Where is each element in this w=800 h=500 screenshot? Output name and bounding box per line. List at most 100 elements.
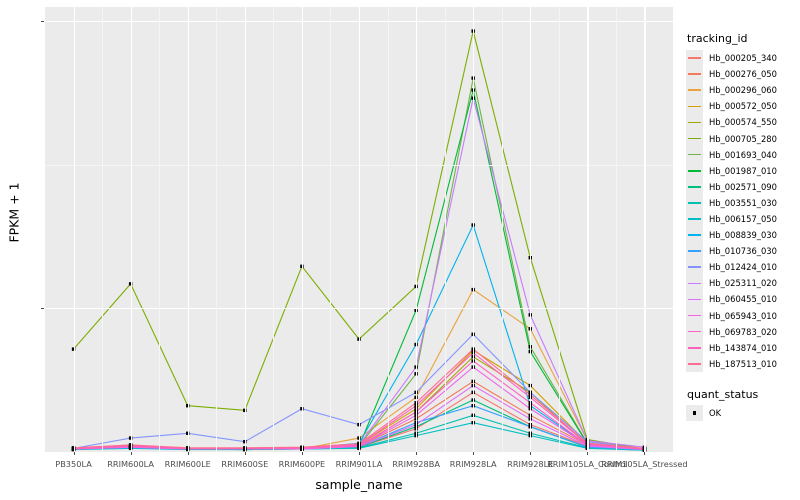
legend-title-quant-status: quant_status	[687, 387, 759, 401]
legend-line-swatch	[686, 146, 703, 163]
gridline-x-minor	[330, 7, 332, 452]
y-axis-title: FPKM + 1	[6, 182, 22, 243]
legend-line-swatch	[686, 162, 703, 179]
square-point-icon	[692, 411, 697, 415]
legend-quant-status: quant_status OK	[686, 388, 800, 421]
color-swatch-icon	[688, 169, 701, 172]
legend-item[interactable]: Hb_006157_050	[686, 210, 800, 228]
x-axis-tick-mark	[244, 452, 246, 455]
legend-line-swatch	[686, 323, 703, 340]
color-swatch-icon	[688, 266, 701, 269]
data-point	[357, 422, 361, 427]
legend-item-label: Hb_008839_030	[709, 230, 777, 241]
legend-item-label: Hb_006157_050	[709, 213, 777, 224]
legend-item-label: Hb_003551_030	[709, 197, 777, 208]
legend-line-swatch	[686, 82, 703, 99]
legend-item[interactable]: OK	[686, 404, 800, 421]
color-swatch-icon	[688, 234, 701, 236]
legend-line-swatch	[686, 307, 703, 324]
gridline-x-minor	[501, 7, 503, 452]
legend-item-label: Hb_000705_280	[709, 133, 777, 144]
legend-item[interactable]: Hb_000276_050	[686, 66, 800, 83]
gridline-x-minor	[558, 7, 560, 452]
legend-line-swatch	[686, 355, 703, 372]
legend-item-label: Hb_010736_030	[709, 246, 777, 257]
gridline-x-minor	[102, 7, 103, 452]
legend-item[interactable]: Hb_002571_090	[686, 178, 800, 195]
legend-item-label: Hb_143874_010	[709, 342, 777, 353]
x-axis-tick-label: PB350LA	[55, 459, 92, 469]
x-axis-tick-label: RRIM600LE	[164, 459, 211, 469]
legend: tracking_id Hb_000205_340 Hb_000276_050 Hb…	[686, 32, 800, 421]
gridline-x-major	[416, 7, 418, 452]
legend-line-swatch	[686, 178, 703, 195]
legend-item[interactable]: Hb_010736_030	[686, 243, 800, 260]
gridline-x-major	[130, 7, 132, 452]
legend-line-swatch	[686, 243, 703, 260]
x-axis-tick-mark	[187, 452, 189, 455]
legend-item[interactable]: Hb_000296_060	[686, 82, 800, 99]
legend-line-swatch	[686, 227, 703, 244]
data-point	[642, 446, 647, 451]
legend-item[interactable]: Hb_000205_340	[686, 50, 800, 67]
legend-line-swatch	[686, 275, 703, 292]
legend-item[interactable]: Hb_012424_010	[686, 259, 800, 276]
legend-line-swatch	[686, 66, 703, 83]
legend-item[interactable]: Hb_000572_050	[686, 98, 800, 115]
color-swatch-icon	[688, 282, 701, 285]
x-axis-title: sample_name	[315, 477, 403, 492]
legend-line-swatch	[686, 291, 703, 308]
legend-line-swatch	[686, 130, 703, 147]
legend-item[interactable]: Hb_025311_020	[686, 275, 800, 292]
x-axis-tick-label: RRIM105LA_Stressed	[601, 459, 688, 469]
gridline-x-major	[587, 7, 589, 452]
legend-item[interactable]: Hb_000705_280	[686, 130, 800, 147]
gridline-x-major	[244, 7, 246, 452]
legend-item-label: OK	[709, 407, 722, 418]
legend-item-label: Hb_012424_010	[709, 262, 777, 273]
legend-item[interactable]: Hb_143874_010	[686, 339, 800, 356]
x-axis-tick-label: RRIM928LE	[507, 459, 554, 469]
legend-point-swatch	[686, 404, 703, 421]
legend-item-label: Hb_187513_010	[709, 358, 777, 369]
legend-item[interactable]: Hb_001987_010	[686, 162, 800, 179]
color-swatch-icon	[688, 298, 701, 301]
color-swatch-icon	[688, 314, 701, 317]
x-axis-tick-mark	[73, 452, 75, 455]
x-axis-tick-mark	[644, 452, 646, 455]
gridline-x-major	[301, 7, 304, 452]
legend-tracking-id: tracking_id Hb_000205_340 Hb_000276_050 Hb…	[686, 32, 800, 372]
legend-item-label: Hb_001693_040	[709, 149, 777, 160]
x-axis-tick-label: RRIM600PE	[278, 459, 326, 469]
legend-item[interactable]: Hb_065943_010	[686, 307, 800, 324]
legend-item[interactable]: Hb_008839_030	[686, 227, 800, 244]
legend-item[interactable]: Hb_069783_020	[686, 323, 800, 340]
legend-item[interactable]: Hb_187513_010	[686, 355, 800, 372]
legend-item[interactable]: Hb_001693_040	[686, 146, 800, 163]
legend-item[interactable]: Hb_000574_550	[686, 114, 800, 131]
legend-line-swatch	[686, 210, 703, 228]
legend-line-swatch	[686, 50, 703, 67]
color-swatch-icon	[688, 57, 701, 59]
gridline-x-major	[359, 7, 361, 452]
color-swatch-icon	[688, 137, 701, 140]
legend-item-label: Hb_000572_050	[709, 101, 777, 112]
color-swatch-icon	[688, 105, 701, 108]
legend-item-label: Hb_002571_090	[709, 181, 777, 192]
color-swatch-icon	[688, 73, 701, 75]
legend-item-label: Hb_065943_010	[709, 310, 777, 321]
x-axis-tick-mark	[473, 452, 475, 455]
gridline-x-major	[530, 7, 532, 452]
data-point	[357, 442, 361, 446]
legend-item[interactable]: Hb_003551_030	[686, 194, 800, 211]
x-axis-tick-label: RRIM928BA	[392, 459, 440, 469]
legend-item-label: Hb_001987_010	[709, 165, 777, 176]
legend-item[interactable]: Hb_060455_010	[686, 291, 800, 308]
legend-line-swatch	[686, 194, 703, 211]
color-swatch-icon	[688, 153, 701, 156]
legend-title-tracking-id: tracking_id	[687, 32, 748, 45]
color-swatch-icon	[688, 202, 701, 204]
legend-item-label: Hb_069783_020	[709, 326, 777, 337]
gridline-x-major	[187, 7, 189, 452]
plot-panel	[45, 7, 673, 452]
